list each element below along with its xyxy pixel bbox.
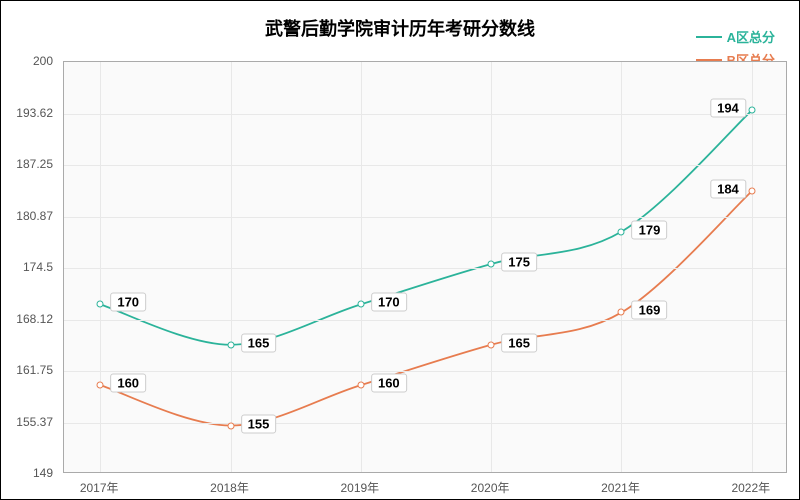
y-axis-label: 187.25 — [3, 157, 53, 171]
chart-title: 武警后勤学院审计历年考研分数线 — [1, 15, 799, 41]
x-axis-label: 2019年 — [340, 479, 379, 496]
data-point-label: 160 — [371, 374, 407, 393]
data-point-marker — [227, 341, 234, 348]
legend-label: A区总分 — [727, 27, 775, 46]
data-point-label: 165 — [241, 333, 277, 352]
y-axis-label: 193.62 — [3, 106, 53, 120]
gridline-h — [64, 423, 786, 424]
x-axis-label: 2021年 — [601, 479, 640, 496]
y-axis-label: 200 — [3, 54, 53, 68]
legend-swatch — [696, 36, 722, 38]
data-point-marker — [488, 260, 495, 267]
data-point-marker — [488, 341, 495, 348]
data-point-label: 175 — [501, 252, 537, 271]
data-point-label: 170 — [110, 293, 146, 312]
data-point-label: 170 — [371, 293, 407, 312]
gridline-h — [64, 114, 786, 115]
data-point-marker — [748, 188, 755, 195]
gridline-v — [752, 62, 753, 472]
data-point-label: 165 — [501, 333, 537, 352]
data-point-marker — [97, 301, 104, 308]
data-point-label: 155 — [241, 414, 277, 433]
y-axis-label: 180.87 — [3, 209, 53, 223]
y-axis-label: 155.37 — [3, 415, 53, 429]
x-axis-label: 2018年 — [210, 479, 249, 496]
gridline-v — [100, 62, 101, 472]
plot-area: 170 165 170 175 179 194 160 155 160 165 169 184 — [63, 61, 787, 473]
chart-container: 武警后勤学院审计历年考研分数线 A区总分B区总分 170165170175179… — [0, 0, 800, 500]
data-point-label: 184 — [710, 180, 746, 199]
data-point-label: 160 — [110, 374, 146, 393]
data-point-marker — [357, 382, 364, 389]
y-axis-label: 161.75 — [3, 363, 53, 377]
gridline-v — [361, 62, 362, 472]
gridline-h — [64, 165, 786, 166]
x-axis-label: 2017年 — [80, 479, 119, 496]
data-point-marker — [748, 107, 755, 114]
x-axis-label: 2020年 — [471, 479, 510, 496]
data-point-marker — [618, 309, 625, 316]
gridline-v — [621, 62, 622, 472]
y-axis-label: 168.12 — [3, 312, 53, 326]
gridline-h — [64, 217, 786, 218]
x-axis-label: 2022年 — [731, 479, 770, 496]
y-axis-label: 149 — [3, 466, 53, 480]
legend-item: A区总分 — [696, 27, 775, 46]
data-point-marker — [227, 422, 234, 429]
y-axis-label: 174.5 — [3, 260, 53, 274]
data-point-marker — [618, 228, 625, 235]
gridline-h — [64, 320, 786, 321]
data-point-label: 179 — [632, 220, 668, 239]
data-point-label: 169 — [632, 301, 668, 320]
gridline-h — [64, 371, 786, 372]
data-point-marker — [357, 301, 364, 308]
data-point-label: 194 — [710, 99, 746, 118]
data-point-marker — [97, 382, 104, 389]
gridline-h — [64, 268, 786, 269]
gridline-v — [231, 62, 232, 472]
